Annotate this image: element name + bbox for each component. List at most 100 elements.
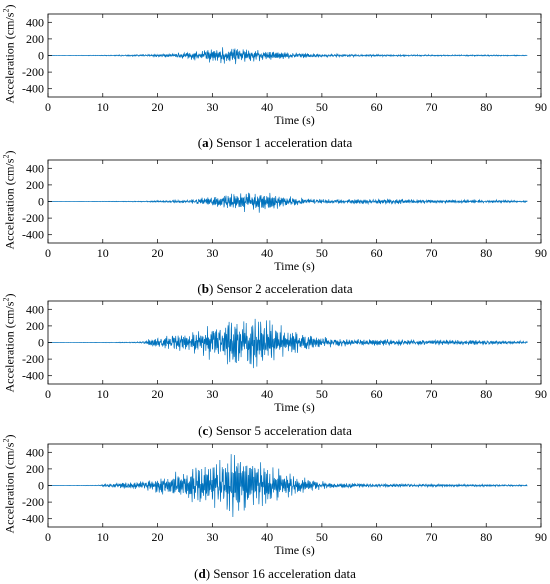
y-tick-label: -200 [22,65,44,79]
x-tick-label: 50 [316,530,328,544]
x-tick-label: 90 [535,530,547,544]
y-tick-label: 0 [38,195,44,209]
caption-letter: b [201,281,209,296]
y-tick-label: 0 [38,479,44,493]
y-axis-title-b: Acceleration (cm/s2) [1,151,17,250]
chart-caption-a: (a) Sensor 1 acceleration data [197,135,353,150]
series-line [48,318,528,369]
x-tick-label: 80 [480,246,492,260]
chart-caption-c: (c) Sensor 5 acceleration data [198,423,352,438]
x-tick-label: 90 [535,387,547,401]
y-axis-title-close: ) [1,4,16,9]
chart-caption-d: (d) Sensor 16 acceleration data [194,566,356,581]
x-tick-label: 40 [261,387,273,401]
y-axis-title-sup: 2 [0,154,10,159]
series-line [48,47,528,65]
x-tick-label: 30 [206,246,218,260]
x-tick-label: 10 [97,246,109,260]
y-tick-label: -400 [22,369,44,383]
y-tick-label: -200 [22,352,44,366]
y-tick-label: -400 [22,82,44,96]
y-tick-label: -200 [22,211,44,225]
chart-panel-a: 0 10 20 30 40 50 60 70 80 90 400 200 0 -200 -400 Time (… [0,0,550,150]
caption-text: Sensor 5 acceleration data [215,423,352,438]
x-tick-label: 70 [425,530,437,544]
x-tick-label: 0 [45,100,51,114]
chart-caption-b: (b) Sensor 2 acceleration data [197,281,353,296]
y-axis-title-main: Acceleration (cm/s [1,158,16,250]
x-tick-label: 60 [371,387,383,401]
x-tick-label: 40 [261,100,273,114]
x-tick-label: 50 [316,246,328,260]
x-axis-title: Time (s) [274,113,315,127]
chart-svg-d: 0 10 20 30 40 50 60 70 80 90 400 200 0 -200 -400 Time (… [22,443,547,557]
x-tick-label: 30 [206,530,218,544]
x-tick-label: 80 [480,100,492,114]
y-tick-label: -200 [22,495,44,509]
x-tick-label: 20 [152,246,164,260]
caption-text: Sensor 2 acceleration data [216,281,353,296]
x-tick-label: 20 [152,530,164,544]
y-tick-label: 400 [26,161,44,175]
x-axis-title: Time (s) [274,259,315,273]
y-tick-label: 0 [38,49,44,63]
y-axis-title-sup: 2 [0,438,10,443]
caption-text: Sensor 16 acceleration data [213,566,356,581]
caption-letter: c [202,423,209,438]
y-axis-title-sup: 2 [0,8,10,13]
x-tick-label: 30 [206,387,218,401]
y-tick-label: 200 [26,32,44,46]
y-tick-label: 200 [26,462,44,476]
y-axis-title-a: Acceleration (cm/s2) [1,5,17,104]
x-tick-label: 40 [261,246,273,260]
x-tick-label: 20 [152,387,164,401]
y-tick-label: 200 [26,319,44,333]
x-tick-label: 60 [371,530,383,544]
caption-text: Sensor 1 acceleration data [216,135,353,150]
chart-svg-a: 0 10 20 30 40 50 60 70 80 90 400 200 0 -200 -400 Time (… [22,13,547,127]
y-tick-label: -400 [22,228,44,242]
x-tick-label: 10 [97,530,109,544]
x-tick-label: 70 [425,246,437,260]
y-tick-label: 400 [26,15,44,29]
x-tick-label: 70 [425,100,437,114]
x-tick-label: 10 [97,387,109,401]
x-tick-label: 60 [371,100,383,114]
x-tick-label: 60 [371,246,383,260]
y-axis-title-main: Acceleration (cm/s [1,442,16,534]
x-tick-label: 0 [45,387,51,401]
x-tick-label: 90 [535,246,547,260]
y-axis-title-sup: 2 [0,297,10,302]
y-axis-title-d: Acceleration (cm/s2) [1,435,17,534]
x-tick-label: 90 [535,100,547,114]
x-tick-label: 10 [97,100,109,114]
x-axis-title: Time (s) [274,400,315,414]
caption-letter: a [202,135,209,150]
x-tick-label: 40 [261,530,273,544]
y-tick-label: 0 [38,336,44,350]
chart-panel-b: 0 10 20 30 40 50 60 70 80 90 400 200 0 -200 -400 Time (… [0,146,550,296]
y-axis-title-close: ) [1,150,16,155]
y-tick-label: 200 [26,178,44,192]
chart-svg-c: 0 10 20 30 40 50 60 70 80 90 400 200 0 -200 -400 Time (… [22,300,547,414]
chart-panel-d: 0 10 20 30 40 50 60 70 80 90 400 200 0 -200 -400 Time (… [0,430,550,581]
y-tick-label: 400 [26,445,44,459]
y-axis-title-close: ) [1,434,16,439]
x-axis-title: Time (s) [274,543,315,557]
x-tick-label: 0 [45,246,51,260]
y-tick-label: -400 [22,512,44,526]
series-line [48,192,528,213]
x-tick-label: 50 [316,387,328,401]
y-tick-label: 400 [26,302,44,316]
caption-letter: d [198,566,206,581]
chart-svg-b: 0 10 20 30 40 50 60 70 80 90 400 200 0 -200 -400 Time (… [22,159,547,273]
y-axis-title-main: Acceleration (cm/s [1,12,16,104]
x-tick-label: 80 [480,387,492,401]
x-tick-label: 30 [206,100,218,114]
x-tick-label: 70 [425,387,437,401]
x-tick-label: 80 [480,530,492,544]
y-axis-title-close: ) [1,293,16,298]
x-tick-label: 20 [152,100,164,114]
y-axis-title-main: Acceleration (cm/s [1,301,16,393]
x-tick-label: 0 [45,530,51,544]
